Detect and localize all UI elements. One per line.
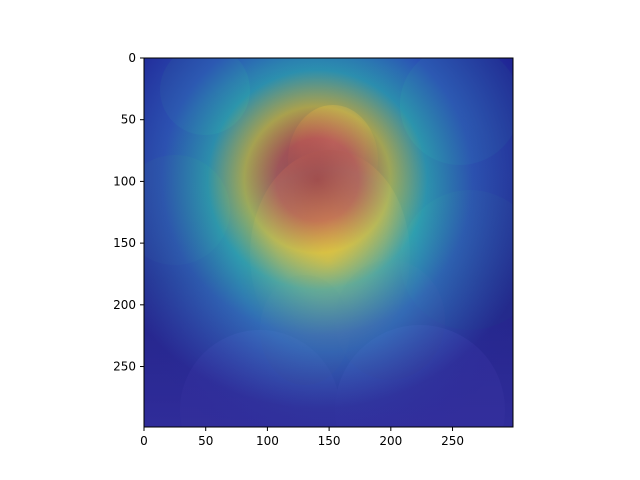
x-tick-label: 0 bbox=[140, 434, 148, 448]
x-tick-label: 250 bbox=[441, 434, 464, 448]
y-tick-label: 0 bbox=[128, 51, 136, 65]
x-axis: 0 50 100 150 200 250 bbox=[140, 427, 464, 448]
y-tick-label: 50 bbox=[121, 113, 136, 127]
x-tick-label: 50 bbox=[198, 434, 213, 448]
y-tick-label: 250 bbox=[113, 360, 136, 374]
heatmap-image bbox=[144, 58, 513, 427]
y-tick-label: 200 bbox=[113, 298, 136, 312]
y-tick-label: 150 bbox=[113, 236, 136, 250]
x-tick-label: 150 bbox=[318, 434, 341, 448]
y-tick-label: 100 bbox=[113, 174, 136, 188]
y-axis: 0 50 100 150 200 250 bbox=[113, 51, 144, 374]
x-tick-label: 100 bbox=[256, 434, 279, 448]
x-tick-label: 200 bbox=[379, 434, 402, 448]
axes-frame bbox=[143, 57, 514, 428]
